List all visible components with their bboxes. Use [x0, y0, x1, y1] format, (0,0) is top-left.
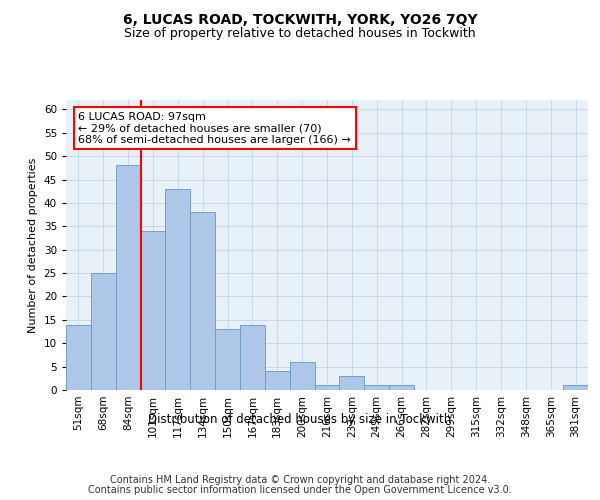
Bar: [240, 324, 265, 390]
Bar: [290, 362, 314, 390]
Bar: [166, 189, 190, 390]
Text: Size of property relative to detached houses in Tockwith: Size of property relative to detached ho…: [124, 28, 476, 40]
Bar: [340, 376, 364, 390]
Bar: [364, 386, 389, 390]
Bar: [116, 166, 140, 390]
Y-axis label: Number of detached properties: Number of detached properties: [28, 158, 38, 332]
Bar: [314, 386, 340, 390]
Bar: [265, 372, 290, 390]
Bar: [190, 212, 215, 390]
Bar: [140, 231, 166, 390]
Bar: [389, 386, 414, 390]
Text: 6 LUCAS ROAD: 97sqm
← 29% of detached houses are smaller (70)
68% of semi-detach: 6 LUCAS ROAD: 97sqm ← 29% of detached ho…: [79, 112, 351, 145]
Text: Distribution of detached houses by size in Tockwith: Distribution of detached houses by size …: [148, 412, 452, 426]
Text: Contains HM Land Registry data © Crown copyright and database right 2024.: Contains HM Land Registry data © Crown c…: [110, 475, 490, 485]
Bar: [215, 329, 240, 390]
Bar: [66, 324, 91, 390]
Text: Contains public sector information licensed under the Open Government Licence v3: Contains public sector information licen…: [88, 485, 512, 495]
Bar: [563, 386, 588, 390]
Text: 6, LUCAS ROAD, TOCKWITH, YORK, YO26 7QY: 6, LUCAS ROAD, TOCKWITH, YORK, YO26 7QY: [122, 12, 478, 26]
Bar: [91, 273, 116, 390]
